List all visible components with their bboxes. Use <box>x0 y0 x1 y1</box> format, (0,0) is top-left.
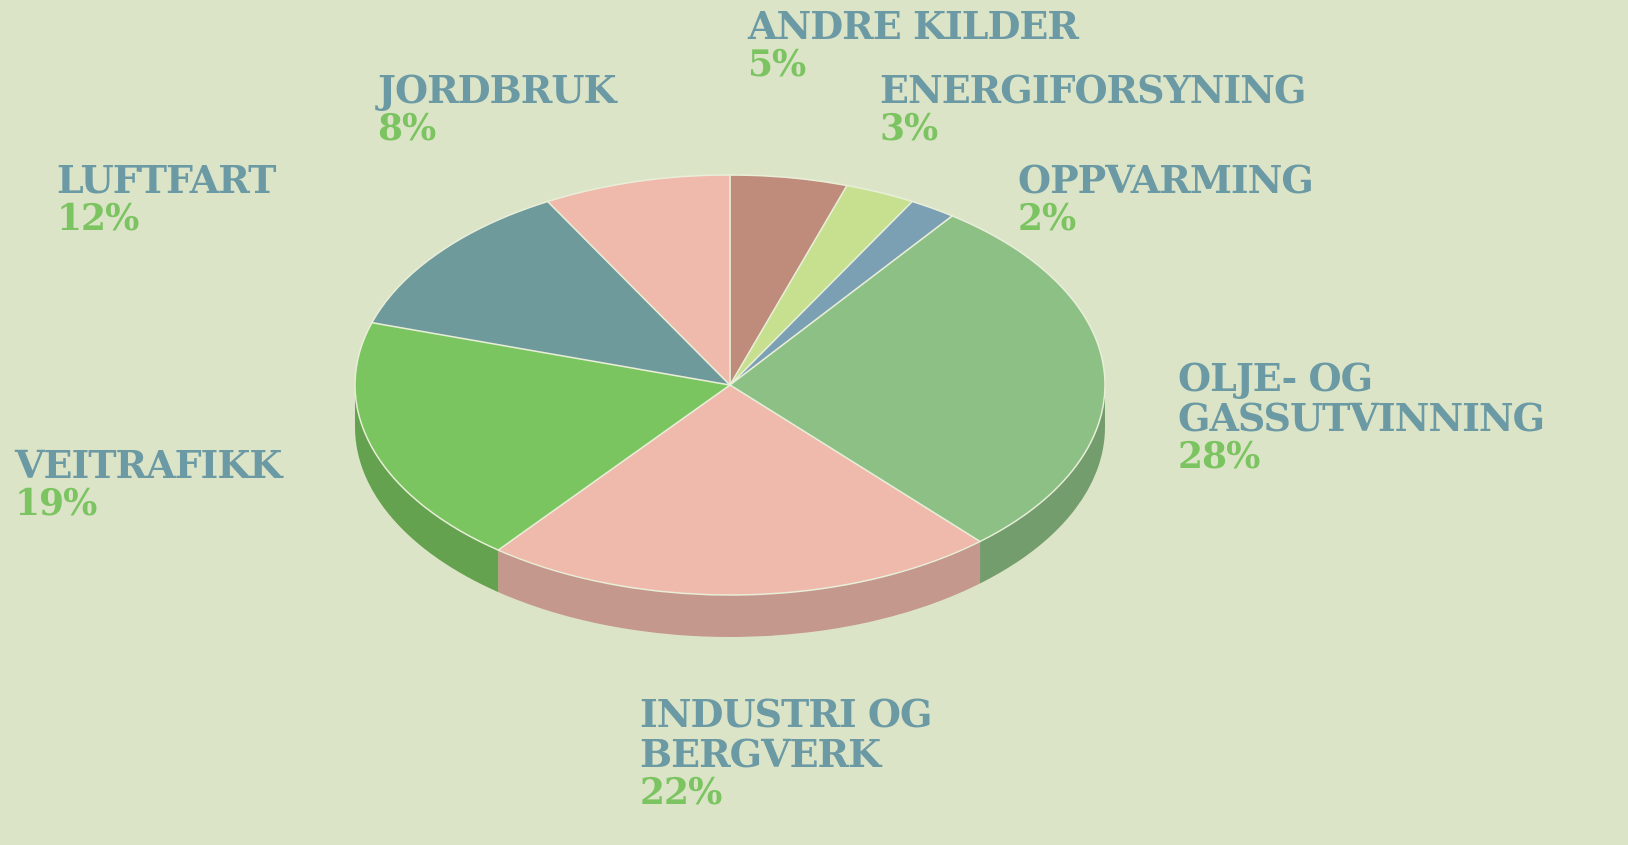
category-name: ENERGIFORSYNING <box>880 67 1306 112</box>
category-name: INDUSTRI OG BERGVERK <box>640 691 932 776</box>
value-label: 5% <box>748 42 806 85</box>
slice-label: ANDRE KILDER 5% <box>748 3 1079 85</box>
slice-label: LUFTFART 12% <box>57 157 276 239</box>
slice-label: ENERGIFORSYNING 3% <box>880 67 1306 149</box>
pie-slice <box>370 200 733 387</box>
category-name: JORDBRUK <box>378 67 616 112</box>
slice-label: JORDBRUK 8% <box>378 67 616 149</box>
pie-slice <box>496 384 982 596</box>
value-label: 8% <box>378 106 436 149</box>
pie-slice-side <box>498 541 981 637</box>
slice-label: OLJE- OG GASSUTVINNING 28% <box>1178 355 1545 477</box>
slice-label: INDUSTRI OG BERGVERK 22% <box>640 691 932 813</box>
pie-slice-side <box>980 385 1106 584</box>
pie-slice <box>546 174 731 387</box>
value-label: 19% <box>15 481 97 524</box>
value-label: 22% <box>640 770 722 813</box>
slice-label: OPPVARMING 2% <box>1018 157 1314 239</box>
value-label: 12% <box>57 196 139 239</box>
slice-label: VEITRAFIKK 19% <box>15 442 282 524</box>
value-label: 28% <box>1178 434 1260 477</box>
category-name: OLJE- OG GASSUTVINNING <box>1178 355 1545 440</box>
category-name: VEITRAFIKK <box>15 442 282 487</box>
pie-slice-side <box>355 385 499 593</box>
pie-slice <box>728 215 1106 543</box>
value-label: 2% <box>1018 196 1076 239</box>
value-label: 3% <box>880 106 938 149</box>
category-name: LUFTFART <box>57 157 276 202</box>
category-name: OPPVARMING <box>1018 157 1314 202</box>
category-name: ANDRE KILDER <box>748 3 1079 48</box>
pie-slice <box>354 321 732 551</box>
